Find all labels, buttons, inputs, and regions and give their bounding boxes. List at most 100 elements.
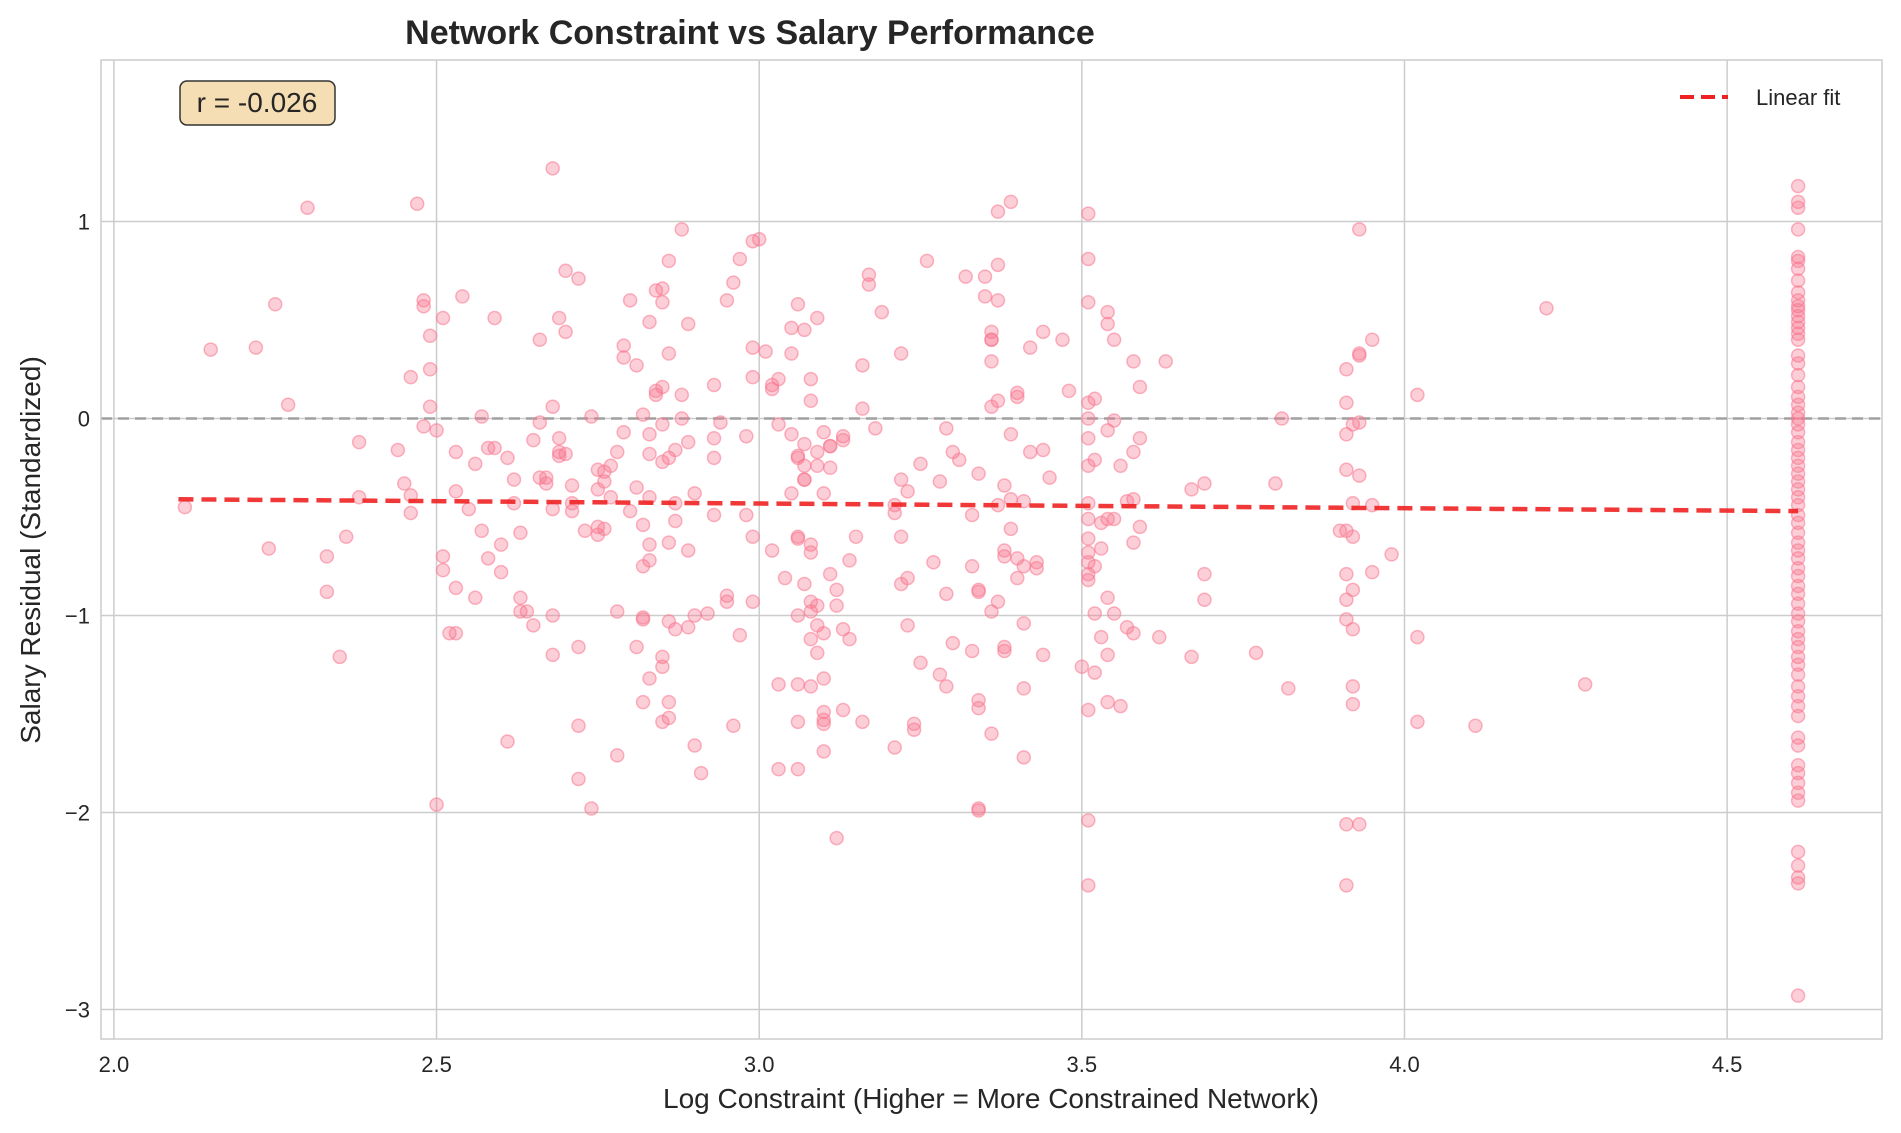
data-point (635, 517, 651, 533)
data-point (855, 714, 870, 730)
chart-title: Network Constraint vs Salary Performance (405, 14, 1095, 52)
data-point (751, 232, 767, 247)
data-point (674, 411, 690, 426)
data-point (474, 523, 489, 539)
data-point (655, 649, 670, 665)
data-point (435, 549, 451, 564)
data-point (919, 253, 935, 269)
data-point (545, 399, 560, 414)
data-point (1790, 639, 1806, 655)
data-point (280, 397, 296, 412)
data-point (797, 458, 812, 474)
y-tick-label: 1 (78, 210, 90, 235)
data-point (642, 537, 657, 552)
data-point (1087, 606, 1102, 621)
data-point (874, 304, 890, 320)
data-point (1790, 679, 1806, 694)
data-point (719, 588, 735, 604)
data-point (422, 399, 438, 414)
data-point (1790, 698, 1806, 714)
data-point (526, 432, 541, 448)
data-point (816, 425, 831, 440)
data-point (771, 371, 786, 387)
data-point (577, 523, 593, 539)
x-tick-label: 3.0 (744, 1052, 775, 1077)
data-point (1100, 423, 1115, 438)
data-point (764, 381, 780, 397)
data-point (971, 801, 986, 816)
data-point (803, 545, 819, 560)
data-point (1539, 300, 1554, 316)
data-point (1248, 645, 1264, 661)
data-point (448, 444, 464, 460)
data-point (990, 393, 1006, 409)
data-point (1339, 462, 1354, 477)
x-tick-label: 2.0 (99, 1052, 130, 1077)
data-point (616, 338, 631, 353)
data-point (822, 460, 838, 476)
data-point (997, 478, 1012, 493)
data-point (1790, 657, 1806, 672)
data-point (629, 480, 644, 495)
data-point (564, 478, 580, 493)
data-point (539, 470, 554, 485)
data-point (564, 503, 580, 519)
data-point (790, 677, 806, 692)
data-point (1790, 631, 1806, 647)
data-point (1790, 222, 1806, 237)
data-point (1339, 592, 1354, 607)
data-point (1113, 698, 1128, 714)
data-point (532, 415, 548, 430)
data-point (1081, 295, 1096, 310)
data-point (1100, 304, 1115, 320)
data-point (1081, 702, 1096, 718)
data-point (500, 450, 515, 466)
data-point (926, 555, 941, 570)
data-point (1790, 606, 1806, 621)
data-point (893, 346, 909, 361)
data-point (609, 748, 625, 763)
data-point (706, 430, 722, 446)
linear-fit-line (178, 497, 1799, 514)
data-point (1790, 442, 1806, 458)
data-point (790, 714, 806, 730)
data-point (816, 486, 831, 501)
y-tick-label: 0 (78, 407, 90, 432)
data-point (1339, 427, 1354, 442)
data-point (893, 472, 909, 487)
data-point (1790, 249, 1806, 265)
data-point (835, 428, 851, 444)
data-point (1339, 566, 1354, 582)
data-point (1126, 354, 1141, 369)
data-point (932, 474, 948, 489)
data-point (609, 604, 625, 619)
data-point (1016, 681, 1032, 696)
data-point (1081, 206, 1096, 221)
data-point (1790, 490, 1806, 505)
data-point (429, 797, 444, 812)
data-point (822, 566, 838, 582)
annotation-box (179, 80, 336, 126)
data-point (1035, 324, 1051, 340)
data-point (448, 484, 464, 499)
data-point (616, 425, 631, 440)
data-point (1003, 194, 1019, 210)
data-point (1339, 362, 1354, 377)
data-point (1790, 785, 1806, 801)
data-point (1790, 397, 1806, 412)
data-point (551, 430, 567, 446)
data-point (1061, 383, 1077, 399)
x-axis-ticks: 2.0 2.5 3.0 3.5 4.0 4.5 (99, 1052, 1743, 1077)
data-point (732, 627, 748, 643)
data-point (1790, 775, 1806, 791)
data-point (1197, 476, 1212, 491)
data-point (777, 570, 793, 586)
data-point (603, 458, 619, 474)
data-point (661, 535, 677, 550)
data-point (1010, 385, 1025, 401)
data-point (797, 322, 812, 338)
data-point (422, 362, 438, 377)
data-point (319, 549, 335, 564)
data-point (855, 358, 870, 373)
